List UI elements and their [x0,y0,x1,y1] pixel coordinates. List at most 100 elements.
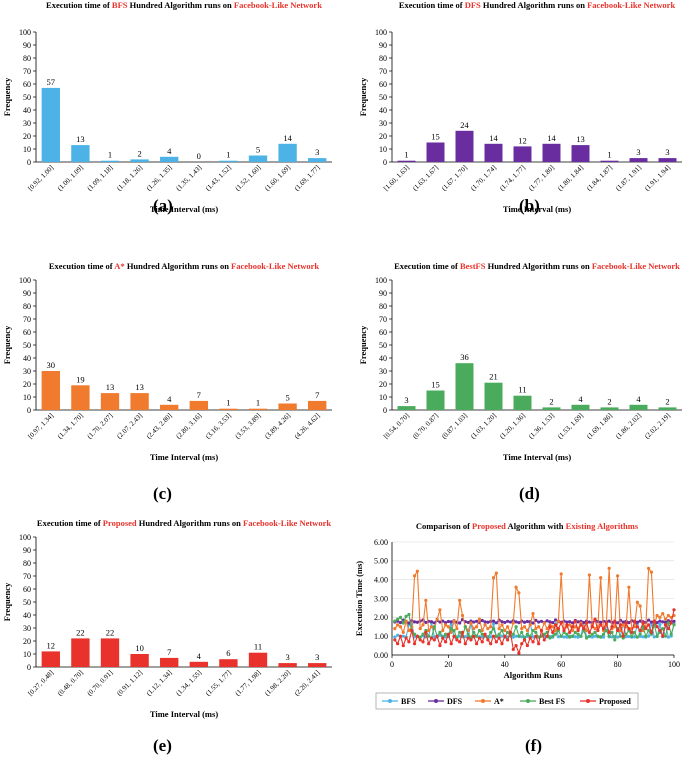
x-tick-label: 100 [668,660,680,669]
series-point [548,625,552,629]
y-tick-label: 80 [379,54,387,63]
y-tick-label: 60 [23,328,31,337]
bar-c-8 [278,403,297,410]
x-tick-label: (1.35, 1.43] [174,164,203,193]
series-point [427,642,431,646]
series-point [466,636,470,640]
data-label: 4 [167,394,172,404]
series-point [514,643,518,648]
series-point [500,620,504,624]
series-point [666,619,670,623]
series-point [573,635,577,639]
x-tick-label: (1.53, 1.69] [556,412,585,441]
x-tick-label: (1.69, 1.86] [585,412,614,441]
data-label: 14 [283,133,292,143]
series-point [545,634,549,638]
series-point [483,623,487,627]
x-tick-label: 80 [614,660,622,669]
series-point [661,627,665,631]
series-point [666,613,670,618]
series-point [565,623,569,627]
data-label: 12 [47,640,56,650]
series-point [472,620,476,624]
bar-b-0 [397,160,416,162]
y-tick-label: 60 [23,585,31,594]
series-point [429,620,434,624]
x-tick-label: (0.70, 0.87] [411,412,440,441]
series-point [570,621,575,625]
y-tick-label: 90 [23,41,31,50]
data-label: 22 [76,627,85,637]
y-tick-label: 3.00 [374,594,388,603]
series-point [616,635,620,639]
series-point [632,635,637,639]
panel-label-f: (f) [525,736,542,755]
series-point [542,638,546,642]
y-tick-label: 60 [23,80,31,89]
series-point [491,619,496,623]
series-point [520,642,524,646]
series-point [466,632,470,636]
series-point [511,647,515,651]
x-tick-label: [0.27, 0.48] [26,669,55,698]
y-tick-label: 30 [23,119,31,128]
y-tick-label: 0 [27,406,31,415]
series-point [443,632,448,636]
x-axis-label: Algorithm Runs [504,670,563,680]
y-tick-label: 90 [379,289,387,298]
y-tick-label: 40 [23,611,31,620]
series-point [599,623,603,627]
series-point [441,636,445,640]
x-tick-label: (1.12, 1.34] [145,669,174,698]
y-axis-label: Frequency [2,325,12,364]
series-point [491,576,496,580]
data-label: 30 [47,360,56,370]
y-tick-label: 90 [379,41,387,50]
legend-label: BFS [401,697,416,706]
y-tick-label: 10 [379,145,387,154]
bar-d-7 [600,407,619,410]
bar-c-6 [219,408,238,410]
x-tick-label: (1.20, 1.36] [498,412,527,441]
series-point [415,620,419,624]
series-point [477,628,482,633]
data-label: 13 [76,134,85,144]
series-point [458,630,462,635]
series-point [542,621,546,625]
series-point [418,635,422,639]
series-point [477,636,482,640]
bar-b-5 [542,143,561,162]
series-point [427,628,431,633]
y-tick-label: 100 [375,28,387,37]
x-tick-label: (1.77, 1.80] [527,164,556,193]
series-point [596,628,600,633]
data-label: 2 [665,396,669,406]
series-point [672,608,676,612]
series-point [663,623,668,627]
series-point [666,627,670,631]
bar-d-3 [484,382,503,410]
legend-box [375,692,639,710]
bar-c-1 [71,385,90,410]
series-point [539,619,544,623]
series-point [494,640,498,644]
data-label: 1 [108,150,112,160]
series-point [480,640,484,644]
series-point [539,628,544,633]
series-point [663,620,668,624]
series-point [449,620,453,624]
y-tick-label: 50 [23,93,31,102]
y-tick-label: 40 [379,354,387,363]
series-point [483,620,487,624]
series-point [542,632,546,636]
series-point [477,617,482,621]
series-point [559,621,563,625]
series-point [455,627,459,631]
series-point [458,634,462,638]
series-point [466,620,470,625]
series-point [520,635,524,639]
bar-e-3 [130,654,149,667]
series-point [584,621,589,625]
data-label: 4 [197,651,202,661]
